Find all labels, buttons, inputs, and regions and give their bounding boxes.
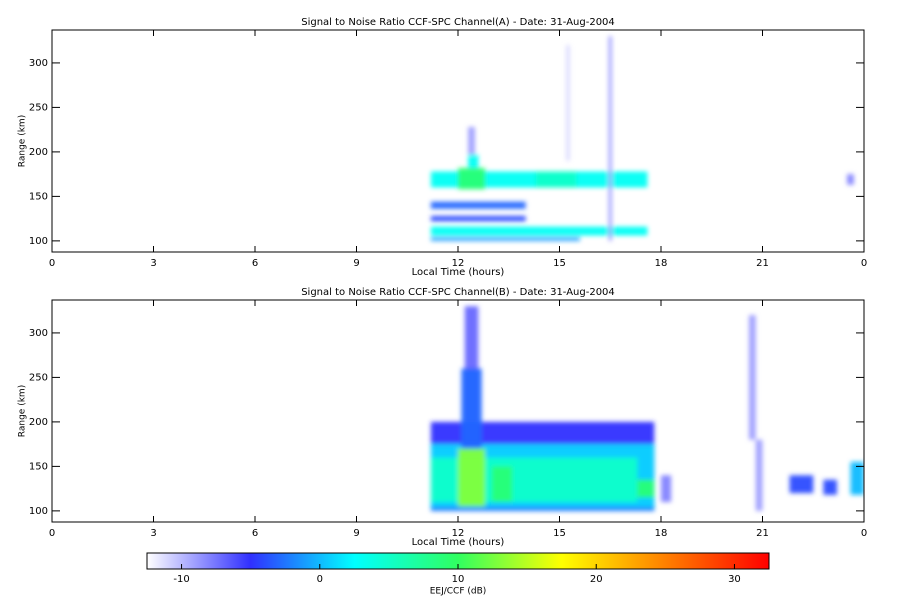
x-tick-label: 21 xyxy=(756,528,769,539)
heat-cell xyxy=(823,479,837,495)
heat-cell xyxy=(430,237,580,241)
x-tick-label: 12 xyxy=(452,528,465,539)
heat-cell xyxy=(789,475,814,494)
panel-title: Signal to Noise Ratio CCF-SPC Channel(B)… xyxy=(301,287,615,298)
heat-cell xyxy=(748,315,756,440)
heat-cell xyxy=(535,171,577,188)
x-tick-label: 18 xyxy=(655,528,668,539)
y-tick-label: 250 xyxy=(29,102,48,113)
heat-cell xyxy=(850,461,864,495)
y-tick-label: 200 xyxy=(29,417,48,428)
y-tick-label: 100 xyxy=(29,506,48,517)
y-axis-label: Range (km) xyxy=(18,115,28,167)
heat-cell xyxy=(637,479,655,498)
x-tick-label: 18 xyxy=(655,258,668,269)
heat-cell xyxy=(430,201,526,209)
x-tick-label: 12 xyxy=(452,258,465,269)
heat-cell xyxy=(468,154,479,168)
colorbar-tick-label: 0 xyxy=(317,574,323,585)
x-tick-label: 0 xyxy=(861,528,867,539)
heat-cell xyxy=(661,475,672,502)
x-tick-label: 3 xyxy=(150,258,156,269)
colorbar-label: EEJ/CCF (dB) xyxy=(430,587,487,597)
y-tick-label: 300 xyxy=(29,328,48,339)
colorbar-tick-label: 10 xyxy=(452,574,465,585)
y-tick-label: 150 xyxy=(29,191,48,202)
heatmap xyxy=(430,306,864,511)
heat-cell xyxy=(566,45,570,161)
y-tick-label: 300 xyxy=(29,58,48,69)
heat-cell xyxy=(458,448,486,507)
x-tick-label: 9 xyxy=(353,528,359,539)
x-tick-label: 0 xyxy=(49,258,55,269)
y-tick-label: 100 xyxy=(29,236,48,247)
x-tick-label: 0 xyxy=(49,528,55,539)
heatmap xyxy=(430,36,854,241)
x-tick-label: 15 xyxy=(553,258,566,269)
heat-cell xyxy=(458,167,486,190)
heat-cell xyxy=(430,215,526,222)
x-axis-label: Local Time (hours) xyxy=(412,267,505,278)
heat-cell xyxy=(491,466,513,502)
colorbar-tick-label: 20 xyxy=(590,574,603,585)
y-tick-label: 200 xyxy=(29,147,48,158)
heat-cell xyxy=(755,439,763,511)
x-tick-label: 15 xyxy=(553,528,566,539)
x-tick-label: 0 xyxy=(861,258,867,269)
colorbar-tick-label: -10 xyxy=(173,574,189,585)
heat-cell xyxy=(461,368,482,449)
x-tick-label: 21 xyxy=(756,258,769,269)
x-axis-label: Local Time (hours) xyxy=(412,537,505,548)
heat-cell xyxy=(430,507,655,511)
y-tick-label: 250 xyxy=(29,372,48,383)
heat-cell xyxy=(847,174,854,185)
y-tick-label: 150 xyxy=(29,461,48,472)
x-tick-label: 9 xyxy=(353,258,359,269)
y-axis-label: Range (km) xyxy=(18,385,28,437)
x-tick-label: 3 xyxy=(150,528,156,539)
heat-cell xyxy=(430,226,648,236)
panel-title: Signal to Noise Ratio CCF-SPC Channel(A)… xyxy=(301,17,615,28)
colorbar-tick-label: 30 xyxy=(728,574,741,585)
x-tick-label: 6 xyxy=(252,258,258,269)
heat-cell xyxy=(468,126,475,155)
heat-cell xyxy=(608,36,612,241)
x-tick-label: 6 xyxy=(252,528,258,539)
